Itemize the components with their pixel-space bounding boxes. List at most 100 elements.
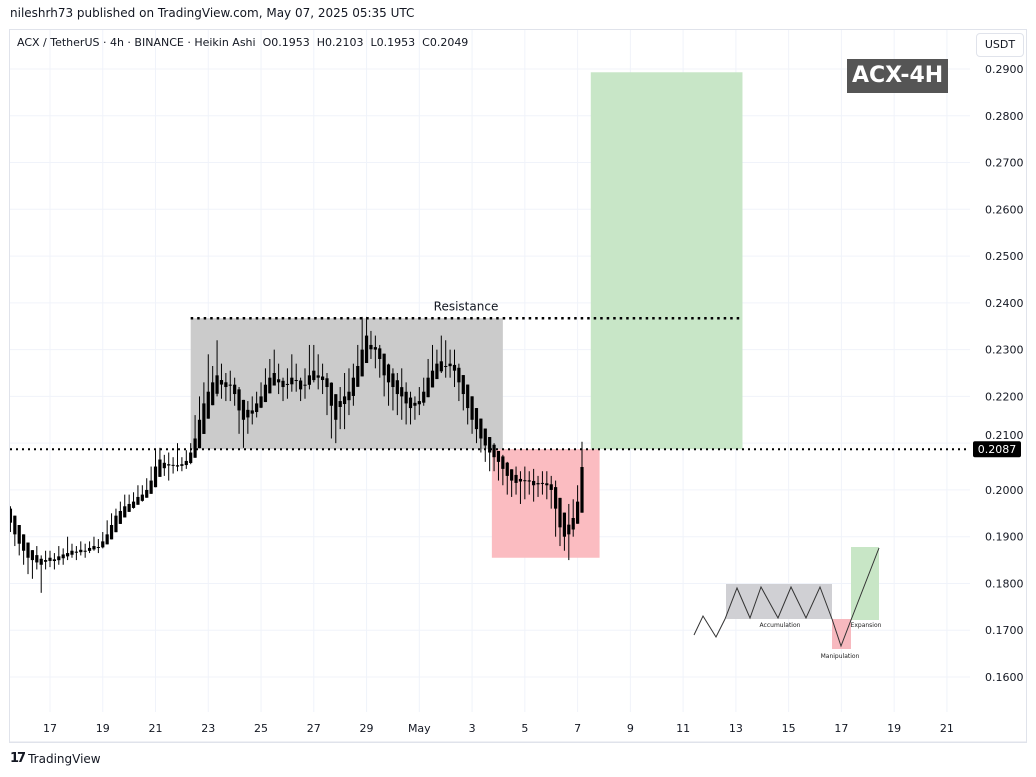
candle (562, 512, 567, 551)
price-tick-label: 0.2400 (985, 297, 1024, 310)
candle-body (356, 365, 360, 387)
candle (30, 550, 35, 579)
candle-body (175, 465, 180, 467)
ohlc-high: H0.2103 (316, 36, 364, 49)
candle (57, 546, 61, 565)
candle (158, 447, 162, 477)
candle (444, 340, 448, 378)
candle (342, 373, 347, 430)
candle-body (197, 419, 202, 449)
candle (439, 335, 443, 374)
candle (237, 387, 241, 434)
candle-body (241, 399, 246, 420)
candle (452, 349, 457, 388)
date-tick-label: 15 (782, 722, 796, 735)
candle-body (263, 384, 268, 403)
price-tick-label: 0.2600 (985, 203, 1024, 216)
currency-unit-button[interactable]: USDT (976, 33, 1024, 57)
candle (369, 330, 373, 359)
candle-body (408, 397, 413, 409)
candle (501, 454, 505, 486)
symbol-badge: ACX-4H (847, 59, 949, 93)
date-tick-label: 13 (729, 722, 743, 735)
candle-body (320, 376, 325, 381)
candle (294, 363, 298, 392)
candle (175, 443, 180, 472)
candle-body (70, 550, 74, 555)
candle (246, 401, 250, 434)
candle-body (167, 464, 171, 466)
candle-body (149, 480, 153, 494)
candle (197, 396, 202, 449)
candle (329, 382, 333, 439)
candle (338, 387, 342, 430)
candle (153, 450, 158, 488)
resistance-label: Resistance (434, 299, 499, 313)
candle (127, 494, 131, 512)
date-tick-label: 17 (834, 722, 848, 735)
current-price-tag (973, 441, 1021, 458)
candle (404, 382, 408, 425)
symbol-info[interactable]: ACX / TetherUS · 4h · BINANCE · Heikin A… (17, 36, 256, 49)
candle (189, 443, 193, 465)
inset-phase-label: Expansion (851, 622, 882, 629)
candle-body (540, 482, 545, 484)
candle-body (285, 383, 290, 385)
candle (549, 475, 553, 509)
tradingview-logo[interactable]: 17 TradingView (10, 751, 101, 766)
candle-body (294, 380, 298, 382)
candle (22, 534, 26, 565)
candle-body (259, 396, 263, 408)
price-tick-label: 0.1900 (985, 531, 1024, 544)
date-tick-label: 17 (43, 722, 57, 735)
candle (92, 536, 96, 551)
candle-body (435, 363, 439, 380)
candle-body (483, 428, 487, 446)
price-tick-label: 0.2100 (985, 429, 1024, 442)
candle-body (61, 554, 65, 559)
candle (74, 546, 78, 561)
candle-body (422, 391, 426, 403)
candle-body (105, 534, 109, 545)
candle-body (30, 550, 35, 561)
candle-body (444, 365, 448, 367)
candle (461, 375, 465, 411)
candle (400, 368, 404, 420)
candle-body (576, 501, 580, 524)
candle (364, 316, 369, 364)
candle (448, 349, 452, 378)
candle (233, 377, 237, 406)
candle-body (518, 478, 523, 482)
candle-body (527, 480, 531, 482)
candle-body (224, 382, 228, 388)
candle (184, 450, 188, 469)
candle-body (246, 409, 250, 418)
candle (554, 480, 558, 537)
candle (96, 539, 100, 554)
candle-body (57, 556, 61, 561)
candle-body (136, 496, 140, 505)
candle-body (206, 391, 210, 419)
candle (576, 485, 580, 524)
date-tick-label: 5 (521, 722, 528, 735)
candle-body (373, 347, 377, 350)
candle-body (369, 344, 373, 350)
candle-body (250, 410, 254, 414)
date-tick-label: 27 (307, 722, 321, 735)
candle (430, 344, 435, 388)
date-tick-label: 3 (469, 722, 476, 735)
candle-body (488, 437, 492, 453)
candle-body (496, 450, 501, 462)
candle-body (382, 353, 386, 376)
candle-body (202, 403, 206, 434)
candle (307, 344, 312, 390)
candle (386, 363, 391, 406)
price-tick-label: 0.2200 (985, 390, 1024, 403)
candle (479, 418, 483, 453)
current-price-label: 0.2087 (978, 443, 1017, 456)
ohlc-open: O0.1953 (262, 36, 310, 49)
candle (325, 373, 329, 416)
candle (378, 344, 382, 378)
candle (52, 553, 56, 570)
